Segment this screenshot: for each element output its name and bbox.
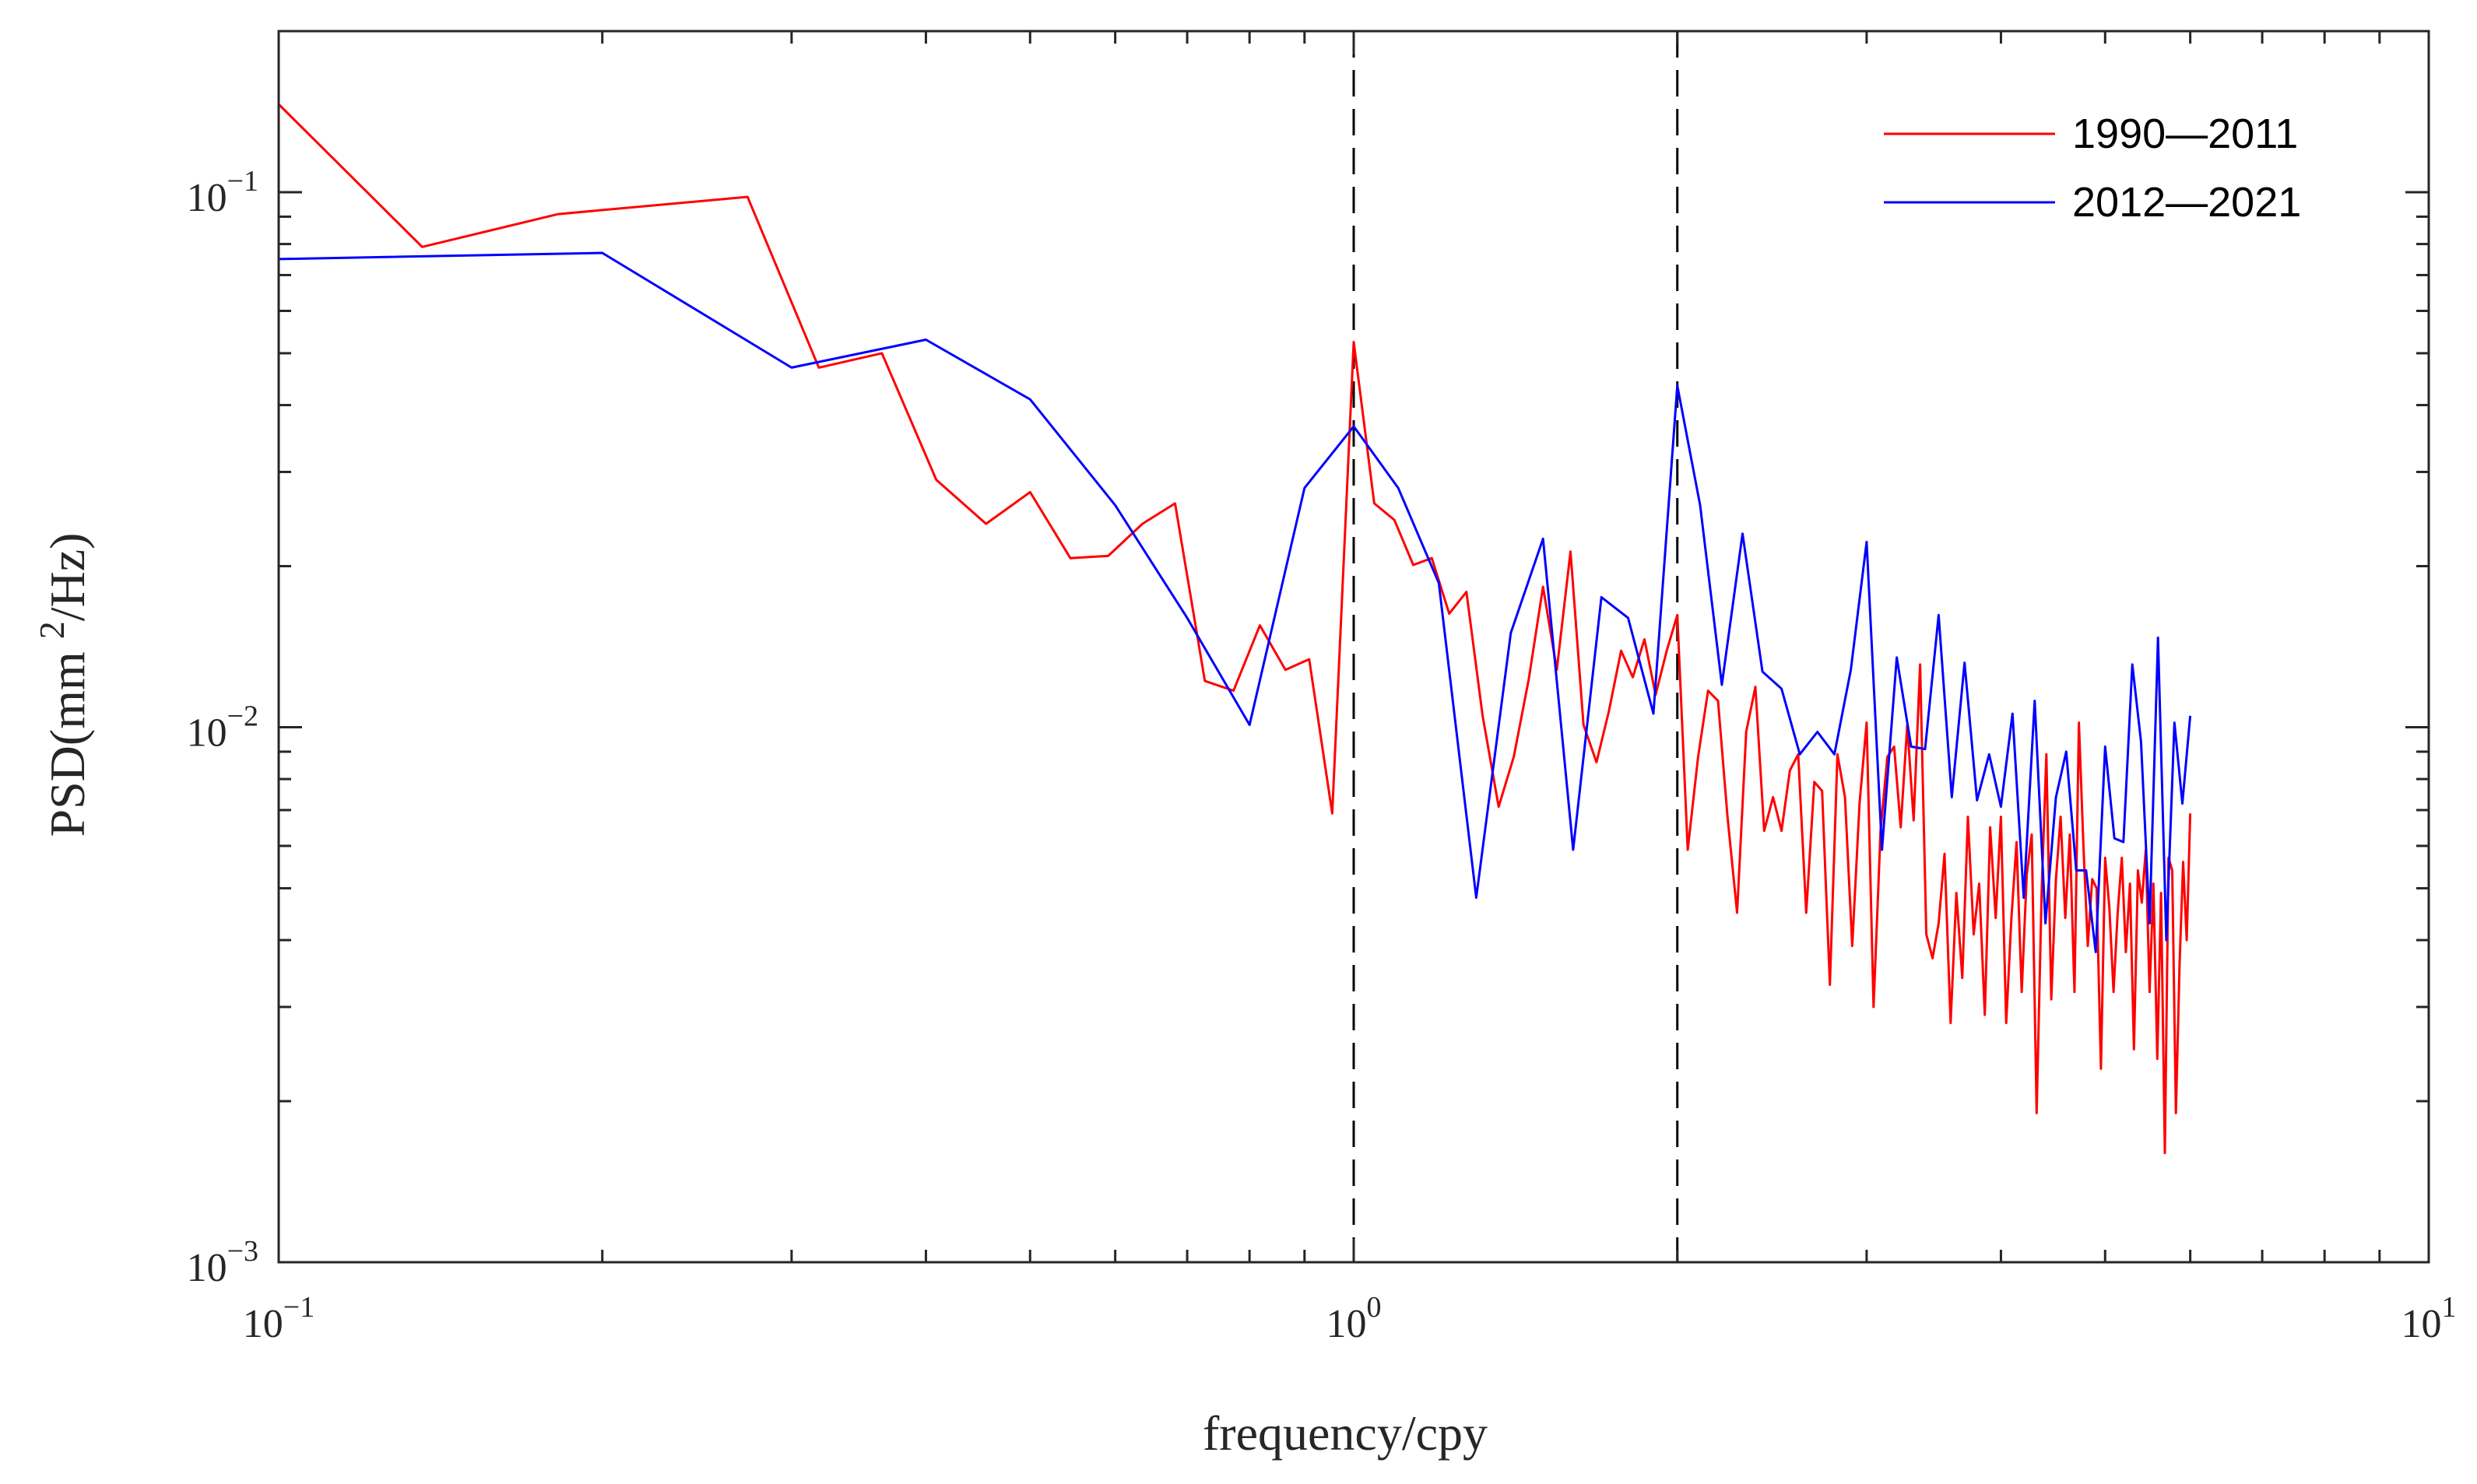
x-axis-label: frequency/cpy [1203,1405,1488,1461]
series-line-2012-2021 [278,251,2192,953]
series-line-1990-2011 [277,103,2192,1155]
legend: 1990—2011 2012—2021 [1853,93,2359,249]
legend-label-2012-2021: 2012—2021 [2072,179,2301,226]
y-axis-label-after: /Hz) [40,533,95,622]
x-tick-label-10-base: 10 [2401,1302,2442,1346]
x-tick-label-0.1-exponent: −1 [283,1291,314,1324]
ticks [277,30,2430,1264]
y-tick-label-0.001-exponent: −3 [227,1235,258,1268]
x-tick-label-0.1-base: 10 [243,1302,283,1346]
y-axis-label: PSD(mm 2/Hz) [32,533,95,837]
y-tick-label-0.1-exponent: −1 [227,165,258,198]
x-tick-label-1-base: 10 [1326,1302,1367,1346]
x-tick-label-1: 100 [1326,1291,1382,1346]
reference-lines [1352,31,1679,1262]
y-tick-label-0.1: 10−1 [187,165,258,220]
y-tick-label-0.01-exponent: −2 [227,700,258,732]
y-axis-label-before: PSD(mm [40,639,95,837]
legend-label-1990-2011: 1990—2011 [2072,111,2298,157]
y-tick-label-0.1-base: 10 [187,176,227,220]
y-axis-label-sup: 2 [32,621,72,639]
x-tick-label-0.1: 10−1 [243,1291,314,1346]
x-tick-label-10: 101 [2401,1291,2457,1346]
y-tick-label-0.001: 10−3 [187,1235,258,1290]
legend-box [1853,93,2359,249]
y-tick-label-0.001-base: 10 [187,1246,227,1290]
x-tick-label-10-exponent: 1 [2442,1291,2457,1324]
x-tick-label-1-exponent: 0 [1367,1291,1382,1324]
series-layer [277,103,2192,1155]
y-tick-label-0.01-base: 10 [187,710,227,755]
y-tick-label-0.01: 10−2 [187,700,258,755]
